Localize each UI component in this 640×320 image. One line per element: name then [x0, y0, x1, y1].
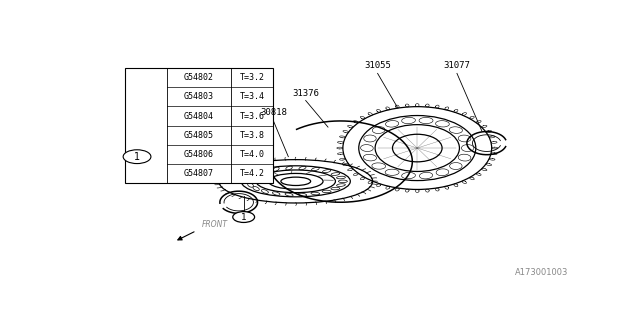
Text: G54805: G54805 — [184, 131, 214, 140]
Text: T=3.8: T=3.8 — [240, 131, 265, 140]
Text: 30818: 30818 — [260, 108, 287, 117]
Text: 1: 1 — [134, 152, 140, 162]
Text: FRONT: FRONT — [202, 220, 228, 229]
Text: T=4.0: T=4.0 — [240, 150, 265, 159]
Circle shape — [123, 150, 151, 164]
Text: A173001003: A173001003 — [515, 268, 568, 277]
Text: T=4.2: T=4.2 — [240, 169, 265, 178]
Text: G54803: G54803 — [184, 92, 214, 101]
Text: 31376: 31376 — [292, 89, 319, 98]
Text: G54807: G54807 — [184, 169, 214, 178]
Text: 31055: 31055 — [364, 61, 391, 70]
Circle shape — [233, 212, 255, 222]
Text: G54806: G54806 — [184, 150, 214, 159]
Bar — [125, 68, 273, 183]
Text: 31077: 31077 — [444, 61, 470, 70]
Text: T=3.4: T=3.4 — [240, 92, 265, 101]
Text: G54804: G54804 — [184, 111, 214, 121]
Text: T=3.2: T=3.2 — [240, 73, 265, 82]
Text: 1: 1 — [241, 212, 246, 221]
Text: G54802: G54802 — [184, 73, 214, 82]
Text: T=3.6: T=3.6 — [240, 111, 265, 121]
